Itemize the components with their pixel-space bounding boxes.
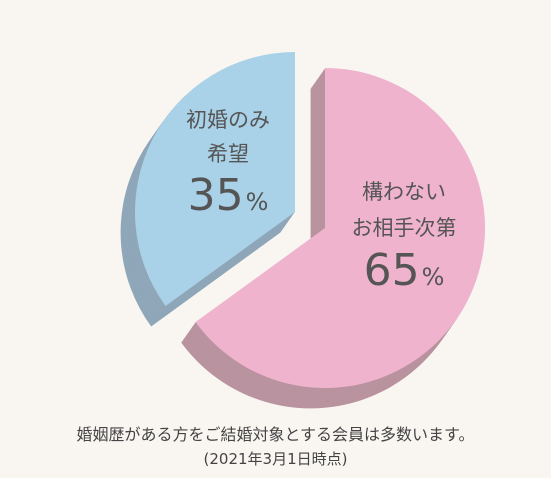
slice-value-label: 35% bbox=[188, 170, 269, 221]
caption-main: 婚姻歴がある方をご結婚対象とする会員は多数います。 bbox=[76, 425, 475, 444]
pie-slice bbox=[135, 52, 295, 307]
pie-slice bbox=[195, 68, 485, 388]
slice-label: 初婚のみ bbox=[186, 108, 270, 132]
slice-label: 構わない bbox=[362, 180, 446, 204]
slice-label: 希望 bbox=[207, 142, 249, 166]
slice-label: お相手次第 bbox=[352, 216, 457, 240]
slice-value-label: 65% bbox=[364, 245, 445, 296]
caption-date: (2021年3月1日時点) bbox=[203, 450, 348, 468]
